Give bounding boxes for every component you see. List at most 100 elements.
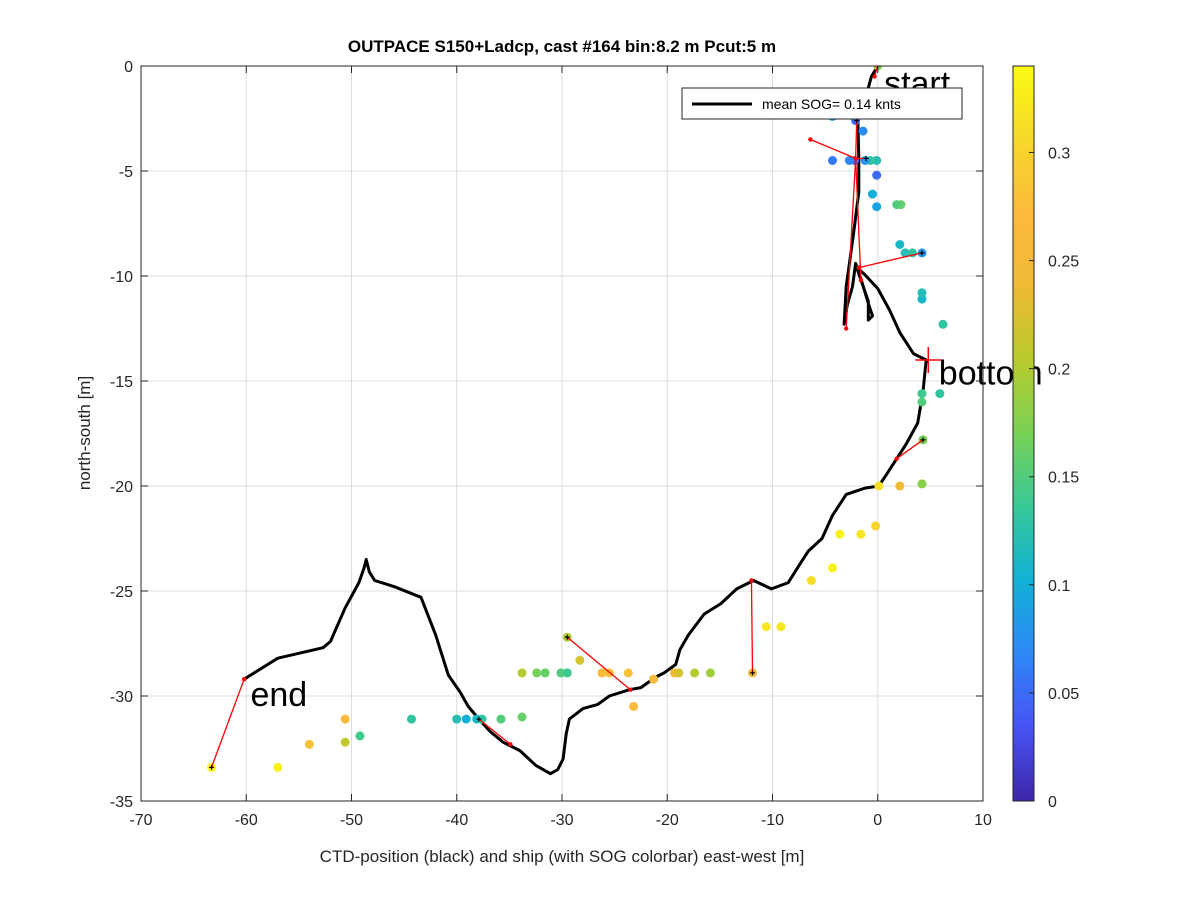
x-tick-label: -70	[129, 812, 152, 829]
ship-point	[917, 389, 927, 399]
ship-point	[917, 397, 927, 407]
colorbar-tick-label: 0.3	[1048, 145, 1070, 162]
x-axis-label: CTD-position (black) and ship (with SOG …	[320, 847, 805, 866]
ship-point	[827, 563, 837, 573]
colorbar-tick-label: 0.2	[1048, 362, 1070, 379]
link-endpoint-marker	[749, 578, 754, 583]
legend[interactable]: mean SOG= 0.14 knts	[681, 87, 963, 120]
ship-point	[556, 668, 566, 678]
y-tick-label: -25	[110, 584, 133, 601]
ship-point	[858, 126, 868, 136]
ship-point	[690, 668, 700, 678]
link-endpoint-marker	[508, 742, 513, 747]
link-endpoint-marker	[808, 137, 813, 142]
x-tick-label: 10	[974, 812, 992, 829]
plot-clip	[207, 66, 948, 776]
ship-point	[452, 714, 462, 724]
ship-point	[867, 189, 877, 199]
ship-point	[900, 248, 910, 258]
ship-point	[597, 668, 607, 678]
ship-point	[562, 668, 572, 678]
ctd-ship-link-line	[896, 439, 924, 460]
ctd-ship-link-line	[854, 158, 862, 281]
ship-point	[761, 622, 771, 632]
ship-point	[917, 294, 927, 304]
link-endpoint-marker	[856, 265, 862, 270]
ship-point	[575, 655, 585, 665]
ship-point	[895, 240, 905, 249]
ship-point	[674, 668, 684, 678]
ship-point	[532, 668, 542, 678]
ctd-ship-link-line	[566, 636, 631, 691]
x-tick-label: -40	[445, 812, 468, 829]
link-endpoint-marker	[858, 278, 864, 283]
colorbar-tick-label: 0.05	[1048, 686, 1079, 703]
ship-point	[629, 702, 639, 711]
y-tick-label: -35	[110, 794, 133, 811]
link-endpoint-marker	[241, 677, 247, 682]
colorbar-tick-label: 0.25	[1048, 254, 1079, 271]
colorbar-tick-label: 0.15	[1048, 470, 1079, 487]
ctd-ship-link-line	[854, 120, 858, 159]
link-endpoint-marker	[628, 687, 633, 692]
ship-point	[856, 529, 866, 539]
legend-entry-mean-sog: mean SOG= 0.14 knts	[762, 96, 901, 112]
ship-point	[340, 737, 350, 747]
ship-point	[496, 714, 506, 724]
ship-point	[806, 576, 816, 585]
link-endpoint-marker	[853, 156, 858, 161]
ship-point	[872, 156, 882, 165]
x-tick-label: -50	[340, 812, 363, 829]
x-tick-label: -30	[550, 812, 573, 829]
x-tick-label: 0	[873, 812, 882, 829]
link-endpoint-marker	[843, 326, 849, 331]
ship-point	[895, 481, 905, 491]
ship-point	[892, 200, 902, 210]
link-endpoint-marker	[894, 456, 899, 461]
x-tick-label: -60	[235, 812, 258, 829]
ship-point	[355, 731, 365, 741]
ship-point	[860, 156, 870, 165]
y-axis-label: north-south [m]	[75, 376, 94, 490]
x-tick-label: -10	[761, 812, 784, 829]
y-tick-label: 0	[124, 59, 133, 76]
ship-point	[917, 479, 927, 489]
axes: -70 -60 -50 -40 -30 -20 -10 0 10 0 -5 -10 -15 -20 -25 -…	[110, 59, 992, 829]
chart-title: OUTPACE S150+Ladcp, cast #164 bin:8.2 m …	[348, 37, 776, 56]
ship-point	[776, 622, 786, 632]
ship-point	[835, 529, 845, 539]
link-endpoint-marker	[872, 74, 877, 79]
ship-point	[273, 762, 283, 772]
ship-point	[477, 714, 487, 724]
annotation-end: end	[250, 676, 307, 714]
colorbar-tick-label: 0.1	[1048, 578, 1070, 595]
ship-point	[623, 668, 633, 678]
ship-point	[406, 714, 416, 724]
colorbar-ticks: 0 0.05 0.1 0.15 0.2 0.25 0.3	[1029, 145, 1079, 811]
y-tick-label: -30	[110, 689, 133, 706]
ship-point	[304, 739, 314, 749]
ship-point	[874, 481, 884, 491]
data-layer	[207, 66, 948, 776]
y-tick-label: -10	[110, 269, 133, 286]
ship-point	[844, 156, 854, 165]
ship-point	[917, 288, 927, 298]
colorbar	[1012, 65, 1035, 802]
ctd-ship-link-line	[810, 138, 856, 159]
ship-point	[649, 674, 659, 684]
ship-point	[340, 714, 350, 724]
ship-point	[935, 389, 945, 399]
ctd-ship-link-line	[750, 580, 754, 673]
colorbar-tick-label: 0	[1048, 794, 1057, 811]
grid-lines	[141, 66, 983, 801]
ctd-track-line	[243, 66, 928, 776]
y-tick-label: -20	[110, 479, 133, 496]
ship-point	[872, 202, 882, 212]
ship-point	[872, 170, 882, 180]
ship-point	[461, 714, 471, 724]
ship-point	[540, 668, 550, 678]
ship-point	[938, 319, 948, 329]
ctd-ship-link-line	[858, 252, 923, 269]
